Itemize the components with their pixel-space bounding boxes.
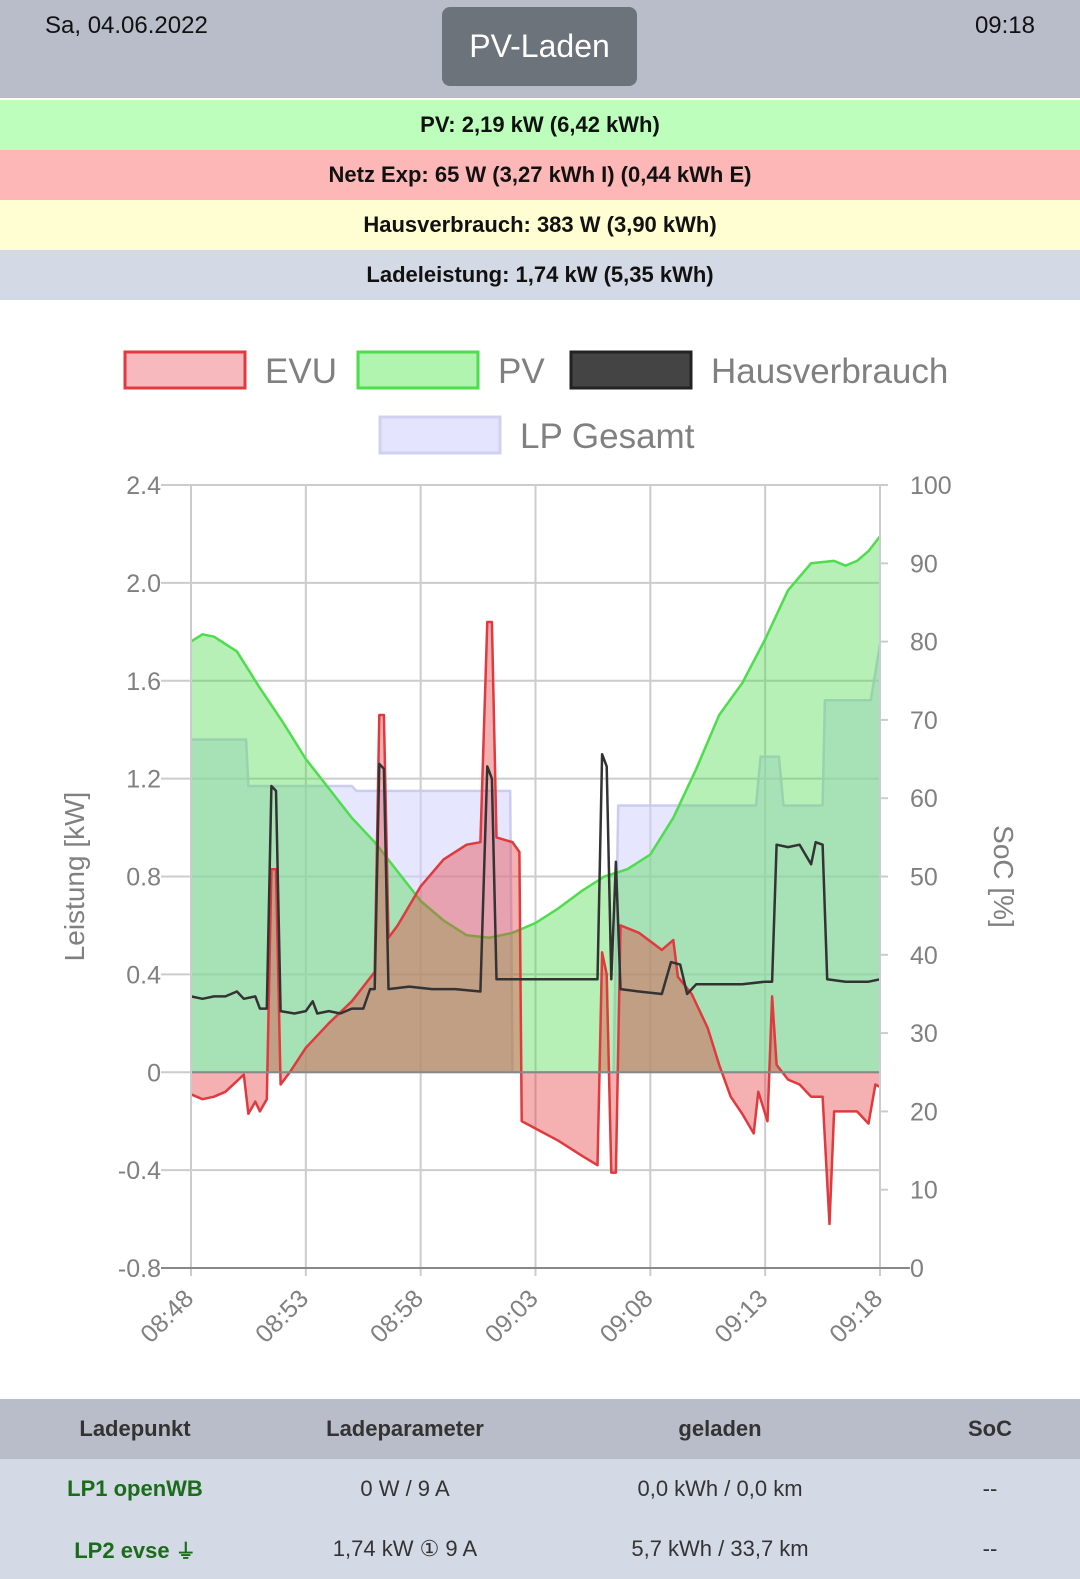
lp2-charged: 5,7 kWh / 33,7 km xyxy=(631,1536,809,1561)
x-tick-label: 09:03 xyxy=(480,1284,544,1348)
y-tick-label: 0.4 xyxy=(126,961,161,989)
y-tick-label: 1.6 xyxy=(126,668,161,696)
lp1-soc: -- xyxy=(982,1476,998,1501)
lp1-param: 0 W / 9 A xyxy=(360,1476,450,1501)
legend-label: Hausverbrauch xyxy=(711,352,948,391)
y-tick-label: 2.0 xyxy=(126,570,161,598)
series-line-evu xyxy=(190,620,881,1226)
x-tick-label: 09:08 xyxy=(595,1284,659,1348)
y2-tick-label: 80 xyxy=(910,629,938,657)
y-tick-label: 2.4 xyxy=(126,472,161,500)
series-line-pv xyxy=(190,535,881,939)
house-consumption-status: Hausverbrauch: 383 W (3,90 kWh) xyxy=(0,200,1080,250)
lp1-charged: 0,0 kWh / 0,0 km xyxy=(637,1476,803,1501)
legend-swatch xyxy=(356,350,480,390)
x-tick-label: 09:18 xyxy=(824,1284,888,1348)
pv-status: PV: 2,19 kW (6,42 kWh) xyxy=(0,100,1080,150)
table-row[interactable]: LP2 evse ⏚ 1,74 kW ① 9 A 5,7 kWh / 33,7 … xyxy=(0,1519,1080,1579)
y2-tick-label: 40 xyxy=(910,942,938,970)
y2-tick-label: 90 xyxy=(910,550,938,578)
lp1-name[interactable]: LP1 openWB xyxy=(67,1476,203,1501)
x-tick-label: 08:58 xyxy=(365,1284,429,1348)
power-chart: 2.4 2.0 1.6 1.2 0.8 0.4 0 -0.4 -0.808:48 08:53 08:… xyxy=(59,350,1019,1348)
col-header-geladen: geladen xyxy=(678,1416,762,1441)
charge-mode-button[interactable]: PV-Laden xyxy=(442,7,637,86)
y-tick-label: 0.8 xyxy=(126,864,161,892)
x-tick-label: 08:48 xyxy=(135,1284,199,1348)
date-display: Sa, 04.06.2022 xyxy=(45,12,208,39)
series-area-evu xyxy=(191,622,880,1224)
legend-swatch xyxy=(123,350,247,390)
series-line-hausverbrauch xyxy=(190,752,881,1015)
y-tick-label: -0.8 xyxy=(118,1255,161,1283)
grid-status: Netz Exp: 65 W (3,27 kWh I) (0,44 kWh E) xyxy=(0,150,1080,200)
col-header-soc: SoC xyxy=(968,1416,1012,1441)
legend-label: EVU xyxy=(265,352,337,391)
series-area-lp-gesamt xyxy=(191,644,880,1073)
y2-tick-label: 10 xyxy=(910,1177,938,1205)
charge-point-table: Ladepunkt Ladeparameter geladen SoC LP1 … xyxy=(0,1399,1080,1579)
y2-tick-label: 0 xyxy=(910,1255,924,1283)
y2-axis-label: SoC [%] xyxy=(988,825,1019,928)
y-axis-label: Leistung [kW] xyxy=(59,792,90,962)
y-tick-label: 1.2 xyxy=(126,766,161,794)
y2-tick-label: 60 xyxy=(910,785,938,813)
lp2-name: LP2 evse xyxy=(74,1537,170,1563)
header-bar: Sa, 04.06.2022 PV-Laden 09:18 xyxy=(0,0,1080,98)
y-tick-label: -0.4 xyxy=(118,1157,161,1185)
lp2-soc: -- xyxy=(982,1536,998,1561)
col-header-ladeparameter: Ladeparameter xyxy=(326,1416,484,1441)
y2-tick-label: 30 xyxy=(910,1020,938,1048)
y-tick-label: 0 xyxy=(147,1059,161,1087)
lp2-param: 1,74 kW ① 9 A xyxy=(332,1536,478,1561)
time-display: 09:18 xyxy=(974,12,1035,39)
y2-tick-label: 20 xyxy=(910,1098,938,1126)
plug-icon: ⏚ xyxy=(175,1540,196,1563)
col-header-ladepunkt: Ladepunkt xyxy=(79,1416,191,1441)
y2-tick-label: 50 xyxy=(910,864,938,892)
x-tick-label: 09:13 xyxy=(709,1284,773,1348)
y2-tick-label: 70 xyxy=(910,707,938,735)
legend-label: LP Gesamt xyxy=(520,417,695,456)
legend-label: PV xyxy=(498,352,545,391)
lp2-name-cell[interactable]: LP2 evse ⏚ xyxy=(0,1535,270,1564)
x-tick-label: 08:53 xyxy=(250,1284,314,1348)
table-header: Ladepunkt Ladeparameter geladen SoC xyxy=(0,1399,1080,1459)
y2-tick-label: 100 xyxy=(910,472,952,500)
series-area-pv xyxy=(191,536,880,1073)
legend-swatch xyxy=(569,350,693,390)
table-row[interactable]: LP1 openWB 0 W / 9 A 0,0 kWh / 0,0 km -- xyxy=(0,1459,1080,1519)
legend-swatch xyxy=(378,415,502,455)
charging-power-status: Ladeleistung: 1,74 kW (5,35 kWh) xyxy=(0,250,1080,300)
